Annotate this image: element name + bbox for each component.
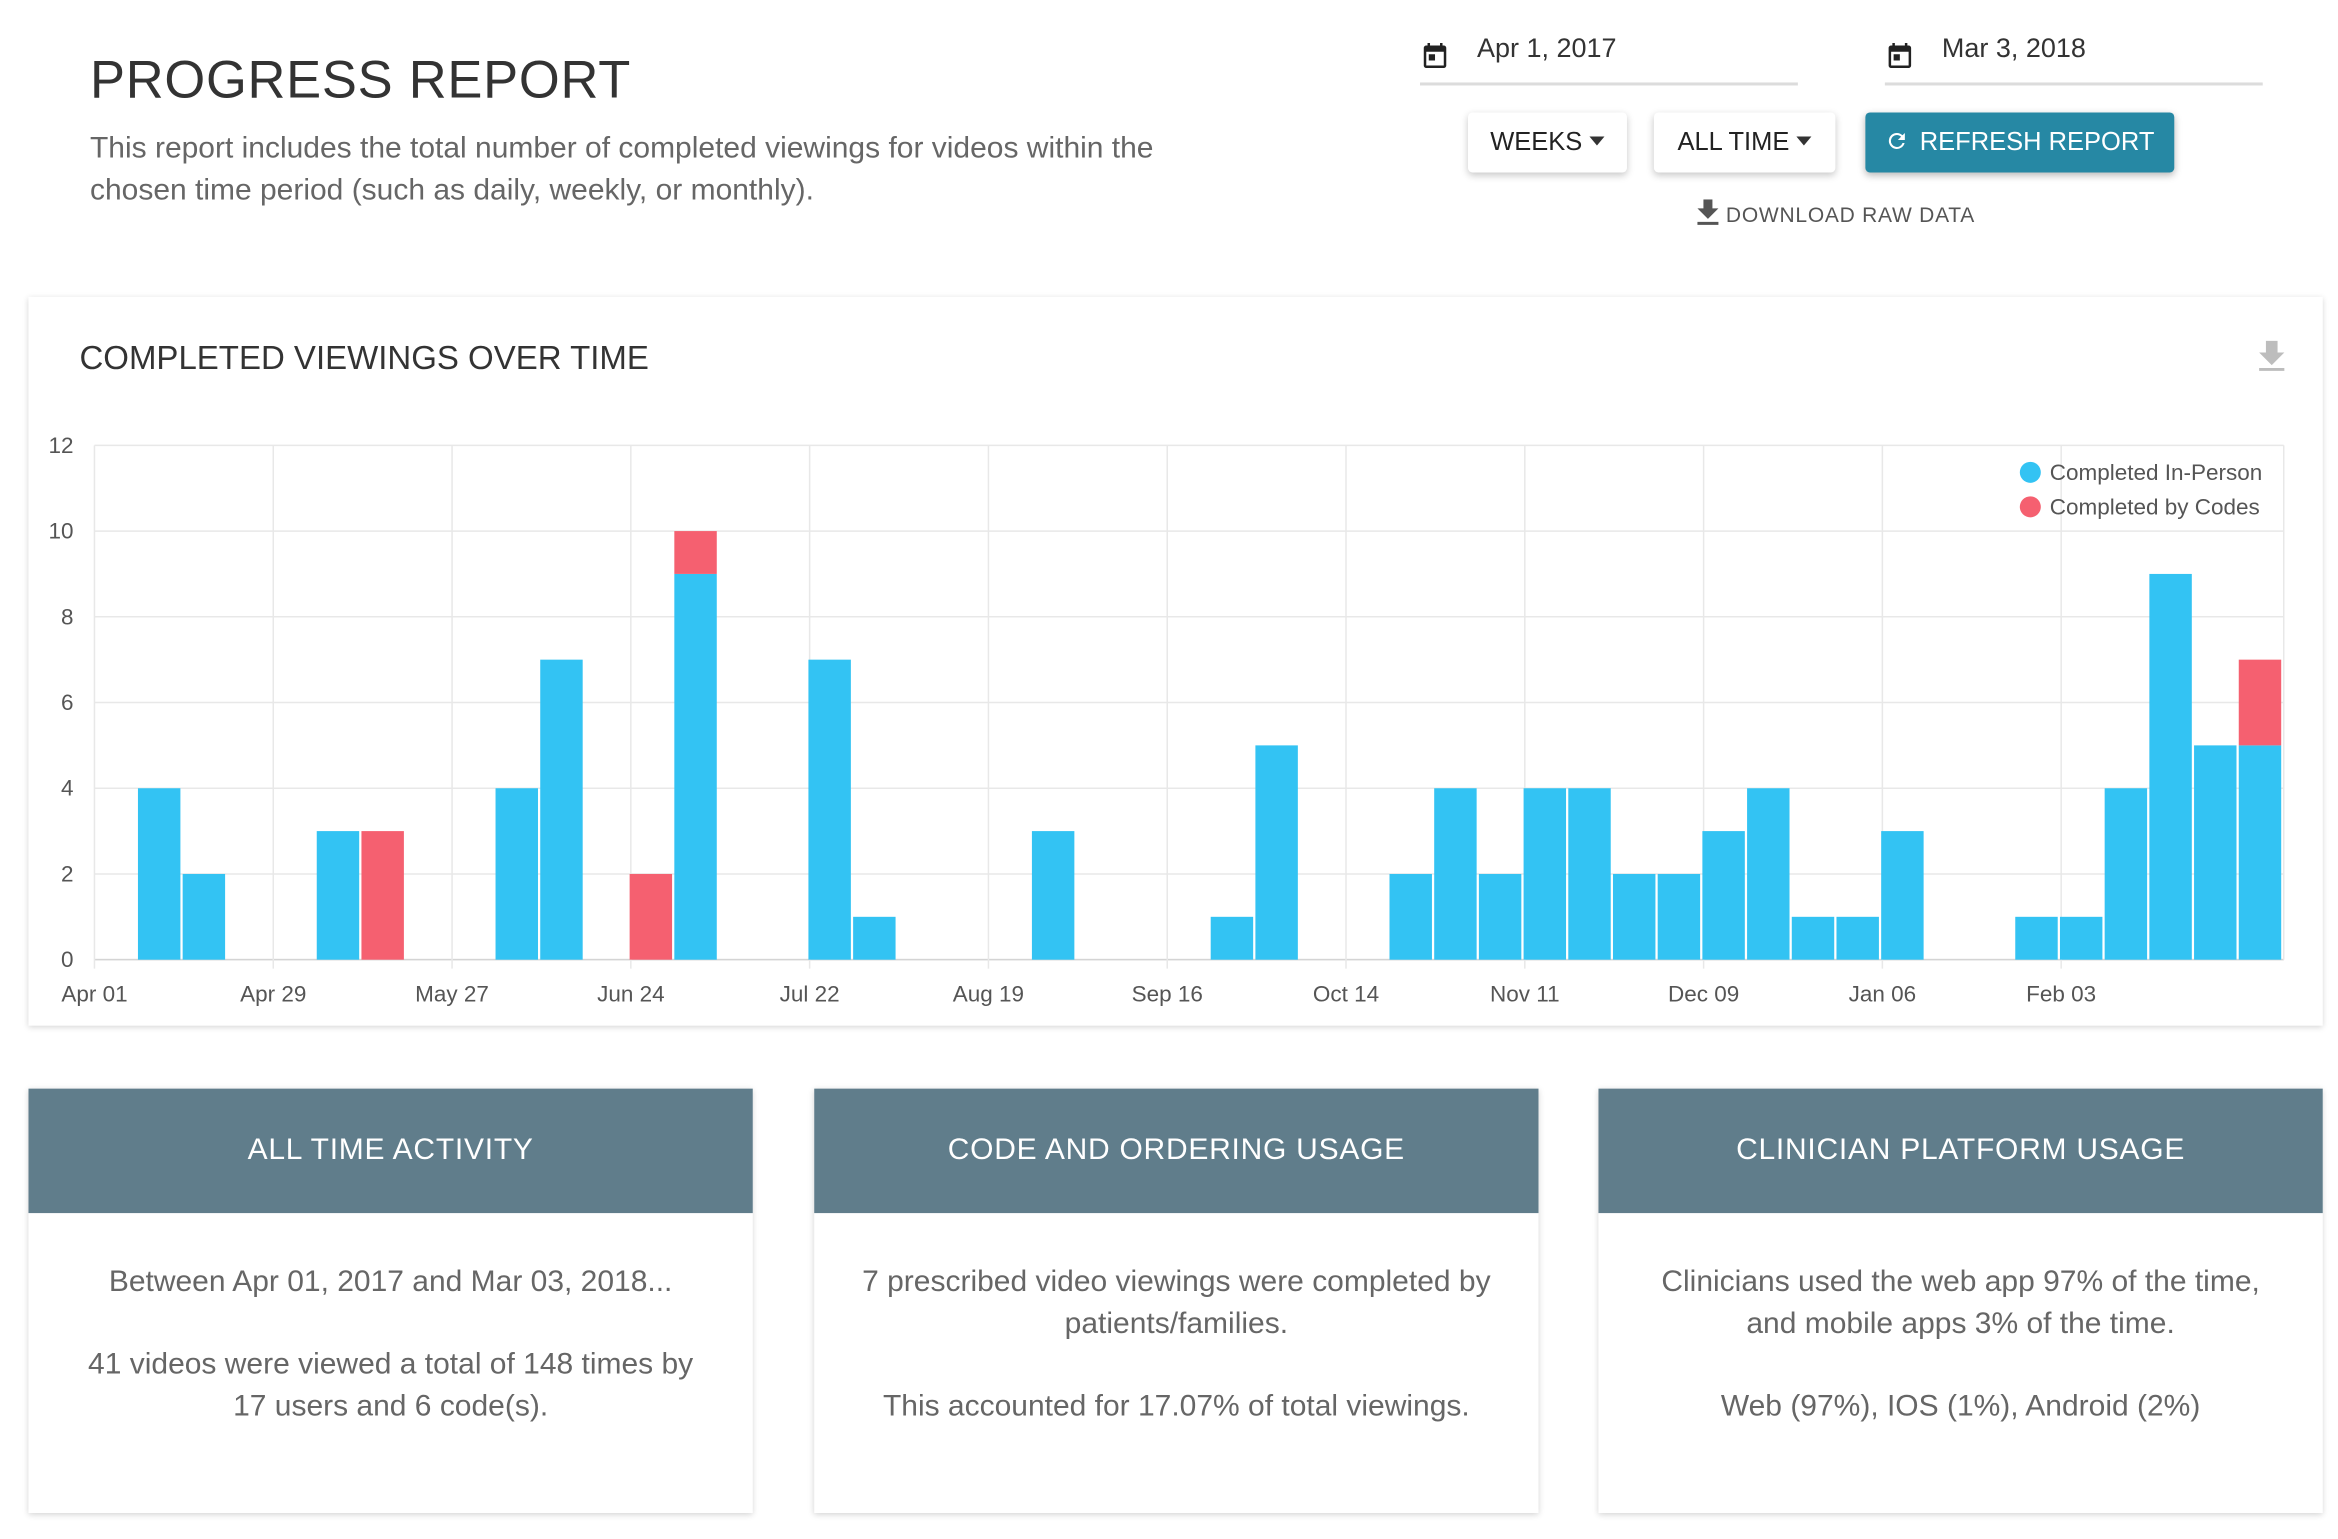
code-ordering-usage-card: CODE AND ORDERING USAGE 7 prescribed vid… [814, 1088, 1539, 1513]
x-tick-label: Jun 24 [597, 982, 665, 1007]
page-title: PROGRESS REPORT [89, 50, 632, 110]
x-tick-label: Sep 16 [1132, 982, 1203, 1007]
legend-label: Completed In-Person [2050, 460, 2262, 485]
bar-by-codes[interactable] [674, 531, 717, 574]
bar-in-person[interactable] [674, 573, 717, 960]
all-time-activity-summary: 41 videos were viewed a total of 148 tim… [88, 1348, 694, 1424]
bar-in-person[interactable] [540, 659, 583, 960]
bar-in-person[interactable] [137, 788, 181, 960]
refresh-report-label: REFRESH REPORT [1919, 127, 2155, 156]
x-tick-label: Aug 19 [953, 982, 1024, 1007]
bar-in-person[interactable] [1478, 873, 1522, 960]
x-tick-label: Oct 14 [1313, 982, 1379, 1007]
bar-in-person[interactable] [1568, 788, 1611, 960]
x-tick-label: Dec 09 [1668, 982, 1739, 1007]
start-date-field[interactable]: Apr 1, 2017 [1420, 27, 1798, 86]
bar-in-person[interactable] [1881, 831, 1924, 960]
x-tick-label: Nov 11 [1490, 982, 1560, 1007]
refresh-icon [1889, 132, 1906, 149]
y-tick-label: 12 [48, 433, 73, 458]
code-ordering-usage-percent: This accounted for 17.07% of total viewi… [882, 1390, 1470, 1424]
download-icon [1697, 199, 1719, 226]
code-ordering-usage-title: CODE AND ORDERING USAGE [814, 1088, 1539, 1214]
interval-dropdown-label: WEEKS [1490, 127, 1583, 156]
interval-dropdown[interactable]: WEEKS [1468, 112, 1627, 173]
bar-in-person[interactable] [2149, 573, 2192, 960]
chart-title: COMPLETED VIEWINGS OVER TIME [79, 338, 649, 377]
bar-in-person[interactable] [1702, 831, 1745, 960]
range-dropdown[interactable]: ALL TIME [1653, 112, 1836, 173]
page-description: This report includes the total number of… [89, 131, 1154, 207]
y-tick-label: 8 [61, 604, 74, 629]
bar-in-person[interactable] [2194, 745, 2237, 960]
all-time-activity-title: ALL TIME ACTIVITY [28, 1088, 753, 1214]
x-tick-label: Feb 03 [2026, 982, 2096, 1007]
legend-label: Completed by Codes [2050, 494, 2260, 519]
calendar-icon [1423, 42, 1447, 68]
clinician-platform-usage-title: CLINICIAN PLATFORM USAGE [1598, 1088, 2323, 1214]
y-tick-label: 10 [48, 519, 73, 544]
code-ordering-usage-summary: 7 prescribed video viewings were complet… [862, 1265, 1491, 1341]
bar-in-person[interactable] [2015, 916, 2058, 960]
x-tick-label: Jul 22 [780, 982, 840, 1007]
chart-download-icon[interactable] [2257, 339, 2287, 372]
bar-in-person[interactable] [2104, 788, 2148, 960]
end-date-value: Mar 3, 2018 [1941, 32, 2086, 63]
all-time-activity-date-range: Between Apr 01, 2017 and Mar 03, 2018... [108, 1265, 673, 1299]
y-tick-label: 0 [61, 947, 74, 972]
bar-in-person[interactable] [1747, 788, 1790, 960]
bar-in-person[interactable] [1434, 788, 1477, 960]
bar-in-person[interactable] [2238, 745, 2282, 960]
all-time-activity-card: ALL TIME ACTIVITY Between Apr 01, 2017 a… [28, 1088, 753, 1513]
y-tick-label: 4 [61, 776, 74, 801]
start-date-value: Apr 1, 2017 [1477, 32, 1617, 63]
bar-in-person[interactable] [1657, 873, 1701, 960]
viewings-chart: 0 2 4 6 8 10 12 Apr 01 Apr 29 May 27 Jun 24 Jul 22 A… [48, 433, 2285, 1007]
caret-down-icon [1796, 135, 1812, 145]
bar-by-codes[interactable] [2238, 659, 2282, 746]
bar-in-person[interactable] [1255, 745, 1298, 960]
bar-by-codes[interactable] [361, 831, 404, 960]
x-tick-label: Apr 01 [61, 982, 127, 1007]
y-tick-label: 6 [61, 690, 74, 715]
clinician-platform-usage-summary: Clinicians used the web app 97% of the t… [1661, 1265, 2260, 1341]
bar-by-codes[interactable] [629, 873, 673, 960]
bar-in-person[interactable] [1210, 916, 1254, 960]
clinician-platform-usage-card: CLINICIAN PLATFORM USAGE Clinicians used… [1598, 1088, 2323, 1513]
bar-in-person[interactable] [1523, 788, 1567, 960]
bar-in-person[interactable] [1031, 831, 1075, 960]
calendar-icon [1888, 42, 1912, 68]
y-tick-label: 2 [61, 861, 74, 886]
download-raw-data-link[interactable]: DOWNLOAD RAW DATA [1696, 199, 1976, 229]
range-dropdown-label: ALL TIME [1677, 127, 1790, 156]
bar-in-person[interactable] [182, 873, 226, 960]
clinician-platform-usage-breakdown: Web (97%), IOS (1%), Android (2%) [1720, 1390, 2201, 1424]
end-date-field[interactable]: Mar 3, 2018 [1884, 27, 2263, 86]
bar-in-person[interactable] [495, 788, 538, 960]
bar-in-person[interactable] [2059, 916, 2103, 960]
bar-in-person[interactable] [1791, 916, 1835, 960]
bar-in-person[interactable] [853, 916, 896, 960]
legend-marker [2019, 461, 2041, 483]
bar-in-person[interactable] [1612, 873, 1656, 960]
legend-marker [2019, 496, 2041, 518]
bar-in-person[interactable] [1389, 873, 1432, 960]
caret-down-icon [1589, 135, 1605, 145]
refresh-report-button[interactable]: REFRESH REPORT [1865, 112, 2175, 173]
bar-in-person[interactable] [808, 659, 851, 960]
chart-card: COMPLETED VIEWINGS OVER TIME 0 2 4 6 8 10 12 Ap… [28, 296, 2323, 1026]
bar-in-person[interactable] [1836, 916, 1879, 960]
x-tick-label: Jan 06 [1849, 982, 1917, 1007]
download-raw-data-label: DOWNLOAD RAW DATA [1725, 202, 1976, 227]
x-tick-label: May 27 [415, 982, 489, 1007]
bar-in-person[interactable] [316, 831, 360, 960]
x-tick-label: Apr 29 [240, 982, 306, 1007]
